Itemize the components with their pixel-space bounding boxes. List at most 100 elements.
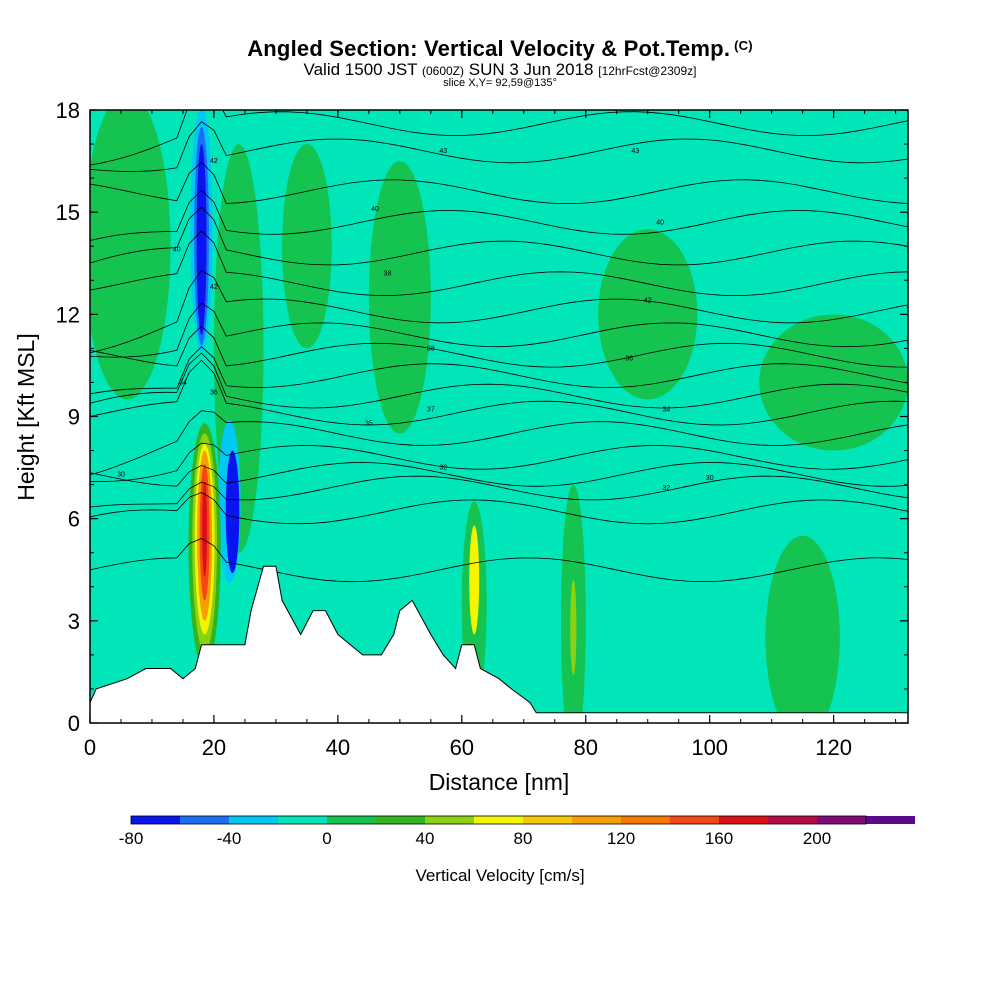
y-tick-label: 15 bbox=[56, 200, 80, 225]
theta-contour-label: 35 bbox=[365, 420, 373, 427]
colorbar-bin bbox=[425, 816, 474, 824]
subtitle-valid: Valid 1500 JST bbox=[303, 60, 418, 79]
downdraft-region bbox=[196, 144, 207, 335]
chart-subtitle: Valid 1500 JST (0600Z) SUN 3 Jun 2018 [1… bbox=[0, 60, 1000, 80]
updraft-region bbox=[90, 110, 171, 400]
colorbar-bin bbox=[278, 816, 327, 824]
theta-contour-line bbox=[90, 492, 908, 525]
y-tick-label: 3 bbox=[68, 609, 80, 634]
colorbar-bin bbox=[376, 816, 425, 824]
x-tick-label: 80 bbox=[574, 735, 598, 760]
x-tick-label: 120 bbox=[815, 735, 852, 760]
updraft-region bbox=[759, 314, 908, 451]
y-tick-label: 18 bbox=[56, 98, 80, 123]
theta-contour-label: 37 bbox=[427, 407, 435, 414]
updraft-region bbox=[368, 161, 431, 434]
theta-contour-line bbox=[90, 161, 908, 204]
colorbar-label: 80 bbox=[514, 829, 533, 848]
x-tick-label: 100 bbox=[691, 735, 728, 760]
theta-contours bbox=[90, 110, 908, 583]
terrain-profile bbox=[90, 565, 908, 723]
theta-contour-line bbox=[90, 206, 908, 266]
colorbar: -80 -40 0 40 80 120 160 200 bbox=[119, 815, 915, 848]
y-tick-label: 0 bbox=[68, 711, 80, 736]
colorbar-bin bbox=[572, 816, 621, 824]
colorbar-bin bbox=[229, 816, 278, 824]
updraft-region bbox=[598, 229, 698, 400]
theta-contour-line bbox=[90, 538, 908, 583]
x-tick-label: 0 bbox=[84, 735, 96, 760]
updraft-region bbox=[765, 535, 840, 723]
theta-contour-label: 38 bbox=[384, 270, 392, 277]
theta-contour-label: 36 bbox=[210, 390, 218, 397]
theta-contour-label: 32 bbox=[662, 485, 670, 492]
updraft-core bbox=[202, 481, 208, 577]
theta-contour-label: 30 bbox=[117, 471, 125, 478]
theta-contour-label: 43 bbox=[631, 148, 639, 155]
theta-contour-line bbox=[90, 121, 908, 172]
colorbar-bin bbox=[768, 816, 817, 824]
subtitle-date: SUN 3 Jun 2018 bbox=[468, 60, 594, 79]
theta-contour-label: 34 bbox=[662, 407, 670, 414]
downdraft-region bbox=[225, 450, 240, 574]
colorbar-label: -40 bbox=[217, 829, 242, 848]
theta-contour-label: 38 bbox=[427, 345, 435, 352]
colorbar-bin bbox=[719, 816, 768, 824]
x-axis-ticks: 0 20 40 60 80 100 120 bbox=[84, 110, 897, 760]
colorbar-bin bbox=[131, 816, 180, 824]
theta-contour-line bbox=[90, 269, 908, 354]
theta-contour-labels: 30 30 32 32 34 34 35 36 36 37 38 38 40 40 40 42 42 42 43 43 bbox=[117, 148, 714, 492]
colorbar-bin bbox=[670, 816, 719, 824]
theta-contour-label: 42 bbox=[210, 158, 218, 165]
x-axis-label: Distance [nm] bbox=[429, 769, 570, 795]
colorbar-bin bbox=[327, 816, 376, 824]
theta-contour-line bbox=[90, 346, 908, 395]
colorbar-title: Vertical Velocity [cm/s] bbox=[415, 866, 584, 885]
colorbar-label: 200 bbox=[803, 829, 831, 848]
theta-contour-label: 40 bbox=[656, 219, 664, 226]
theta-contour-line bbox=[90, 410, 908, 476]
subtitle-zulu: (0600Z) bbox=[421, 64, 465, 78]
theta-contour-line bbox=[90, 325, 908, 368]
updraft-region bbox=[282, 144, 332, 349]
updraft-core bbox=[469, 525, 480, 635]
theta-contour-line bbox=[90, 359, 908, 426]
velocity-field bbox=[90, 110, 908, 723]
theta-contour-line bbox=[90, 352, 908, 409]
theta-contour-line bbox=[90, 189, 908, 241]
colorbar-bin bbox=[180, 816, 229, 824]
theta-contour-label: 30 bbox=[706, 475, 714, 482]
colorbar-label: 120 bbox=[607, 829, 635, 848]
theta-contour-line bbox=[90, 302, 908, 358]
colorbar-bin bbox=[866, 816, 915, 824]
theta-contour-line bbox=[90, 230, 908, 297]
y-tick-label: 6 bbox=[68, 507, 80, 532]
colorbar-frame bbox=[130, 815, 867, 825]
x-tick-label: 60 bbox=[450, 735, 474, 760]
theta-contour-label: 36 bbox=[625, 356, 633, 363]
theta-contour-label: 42 bbox=[210, 284, 218, 291]
y-tick-label: 9 bbox=[68, 405, 80, 430]
colorbar-label: 0 bbox=[322, 829, 331, 848]
slice-info: slice X,Y= 92,59@135° bbox=[443, 77, 557, 89]
theta-contour-line bbox=[90, 462, 908, 487]
colorbar-label: -80 bbox=[119, 829, 144, 848]
theta-contour-label: 40 bbox=[371, 206, 379, 213]
colorbar-bin bbox=[621, 816, 670, 824]
colorbar-label: 40 bbox=[416, 829, 435, 848]
theta-contour-line bbox=[90, 442, 908, 482]
theta-contour-line bbox=[90, 475, 908, 508]
colorbar-bin bbox=[523, 816, 572, 824]
theta-contour-label: 32 bbox=[439, 465, 447, 472]
colorbar-label: 160 bbox=[705, 829, 733, 848]
theta-contour-label: 42 bbox=[644, 298, 652, 305]
chart-title-suffix: (C) bbox=[734, 38, 753, 53]
theta-contour-label: 40 bbox=[173, 247, 181, 254]
theta-contour-line bbox=[90, 110, 908, 166]
theta-contour-label: 34 bbox=[179, 379, 187, 386]
x-tick-label: 20 bbox=[202, 735, 226, 760]
theta-contour-label: 43 bbox=[439, 148, 447, 155]
y-axis-label: Height [Kft MSL] bbox=[13, 333, 39, 500]
